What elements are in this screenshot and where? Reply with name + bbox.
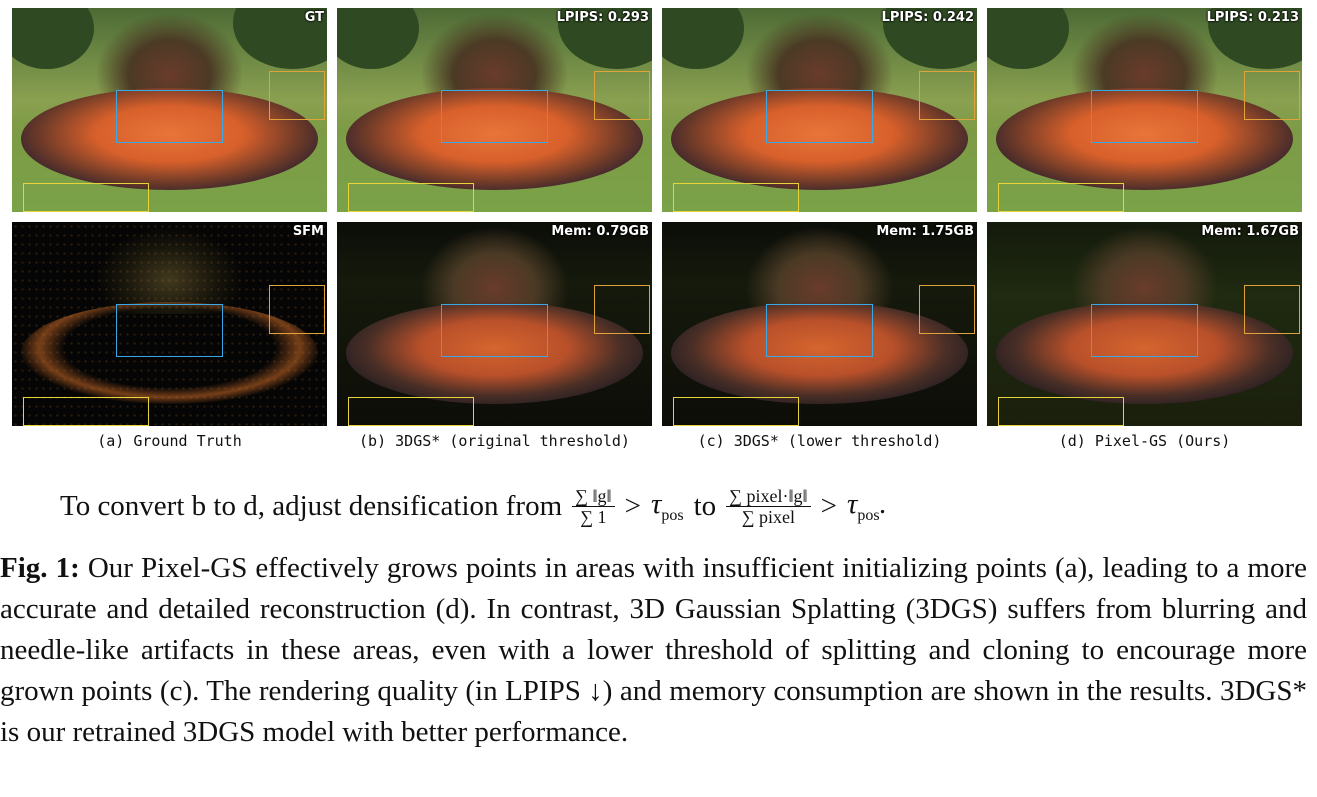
crop-box-yellow [348, 183, 475, 212]
subcaption-a: (a) Ground Truth [97, 432, 242, 450]
panel-pixelgs-points: Mem: 1.67GB [987, 222, 1302, 426]
memory-badge: Mem: 1.67GB [1201, 224, 1299, 239]
crop-box-orange [1243, 71, 1301, 121]
formula-prefix: To convert b to d, adjust densification … [60, 490, 563, 522]
crop-box-orange [593, 285, 651, 335]
subcaption-d: (d) Pixel-GS (Ours) [1058, 432, 1231, 450]
caption-label: Fig. 1: [0, 552, 80, 584]
crop-box-yellow [23, 183, 150, 212]
densification-formula: To convert b to d, adjust densification … [0, 480, 1317, 528]
fraction-numerator: ∑ ‖g‖ [572, 486, 615, 507]
crop-box-yellow [23, 397, 150, 426]
crop-box-orange [1243, 285, 1301, 335]
panel-gt-render: GT [12, 8, 327, 212]
crop-box-orange [918, 71, 976, 121]
subcaption-c: (c) 3DGS* (lower threshold) [697, 432, 942, 450]
crop-box-blue [440, 89, 549, 143]
panel-3dgs-lower-render: LPIPS: 0.242 [662, 8, 977, 212]
crop-box-yellow [673, 183, 800, 212]
lpips-badge: LPIPS: 0.242 [881, 10, 974, 25]
panel-3dgs-lower-points: Mem: 1.75GB [662, 222, 977, 426]
crop-box-yellow [348, 397, 475, 426]
lpips-badge: LPIPS: 0.293 [556, 10, 649, 25]
crop-box-blue [765, 89, 874, 143]
panel-badge: SFM [292, 224, 324, 239]
fraction-denominator: ∑ 1 [580, 507, 607, 527]
crop-box-blue [1090, 89, 1199, 143]
fraction-original: ∑ ‖g‖ ∑ 1 [572, 486, 615, 527]
tau-pos: τpos. [846, 488, 887, 524]
crop-box-blue [115, 89, 224, 143]
fraction-pixel-weighted: ∑ pixel·‖g‖ ∑ pixel [726, 486, 811, 527]
crop-box-orange [268, 71, 326, 121]
crop-box-orange [593, 71, 651, 121]
figure-grid: GT LPIPS: 0.293 LPIPS: 0.242 [12, 8, 1304, 430]
figure-caption: Fig. 1: Our Pixel-GS effectively grows p… [0, 548, 1307, 793]
crop-box-yellow [998, 183, 1125, 212]
crop-box-blue [1090, 303, 1199, 357]
crop-box-blue [115, 303, 224, 357]
subcaption-b: (b) 3DGS* (original threshold) [359, 432, 630, 450]
tau-pos: τpos [650, 488, 684, 524]
fraction-numerator: ∑ pixel·‖g‖ [726, 486, 811, 507]
fraction-denominator: ∑ pixel [741, 507, 796, 527]
caption-text: Our Pixel-GS effectively grows points in… [0, 552, 1307, 748]
panel-badge: GT [304, 10, 324, 25]
panel-3dgs-original-render: LPIPS: 0.293 [337, 8, 652, 212]
formula-to: to [693, 490, 717, 522]
memory-badge: Mem: 0.79GB [551, 224, 649, 239]
crop-box-yellow [673, 397, 800, 426]
crop-box-yellow [998, 397, 1125, 426]
memory-badge: Mem: 1.75GB [876, 224, 974, 239]
greater-than: > [624, 490, 641, 522]
panel-pixelgs-render: LPIPS: 0.213 [987, 8, 1302, 212]
lpips-badge: LPIPS: 0.213 [1206, 10, 1299, 25]
crop-box-blue [440, 303, 549, 357]
panel-sfm-points: SFM [12, 222, 327, 426]
crop-box-orange [268, 285, 326, 335]
greater-than: > [820, 490, 837, 522]
crop-box-orange [918, 285, 976, 335]
crop-box-blue [765, 303, 874, 357]
panel-3dgs-original-points: Mem: 0.79GB [337, 222, 652, 426]
